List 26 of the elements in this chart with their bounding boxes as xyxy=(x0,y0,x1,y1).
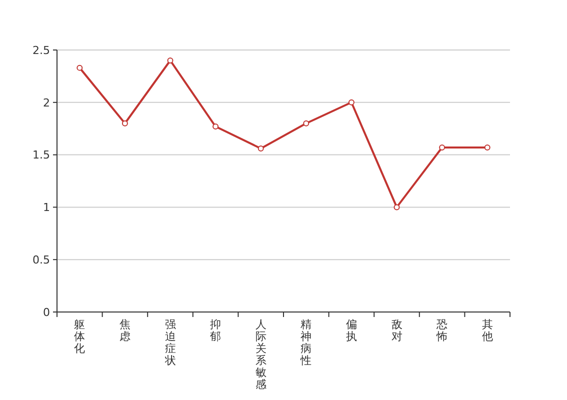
point xyxy=(303,120,310,126)
point xyxy=(484,144,490,150)
y-tick-label: 1 xyxy=(43,201,50,214)
y-tick-label: 0.5 xyxy=(32,253,50,266)
x-tick-label: 强迫症状 xyxy=(164,318,176,367)
point xyxy=(439,144,446,150)
x-tick-label: 恐怖 xyxy=(436,318,448,343)
point xyxy=(212,124,219,130)
y-tick-label: 1.5 xyxy=(32,148,50,162)
y-tick-label: 2.5 xyxy=(32,44,50,57)
point xyxy=(76,64,83,71)
point xyxy=(258,146,264,152)
x-tick-label: 躯体化 xyxy=(74,318,86,355)
x-tick-label: 偏执 xyxy=(346,318,357,343)
x-tick-label: 焦虑 xyxy=(119,318,130,343)
x-tick-label: 精神病性 xyxy=(300,318,312,367)
x-tick-label: 敌对 xyxy=(391,318,402,343)
point xyxy=(167,57,174,64)
point xyxy=(122,120,128,126)
x-tick-label: 人际关系敏感 xyxy=(255,318,266,391)
point xyxy=(348,99,354,106)
x-tick-label: 其他 xyxy=(482,318,493,343)
point xyxy=(394,204,400,210)
y-tick-label: 0 xyxy=(43,306,50,319)
y-tick-label: 2 xyxy=(43,96,50,110)
x-tick-label: 抑郁 xyxy=(210,318,222,343)
